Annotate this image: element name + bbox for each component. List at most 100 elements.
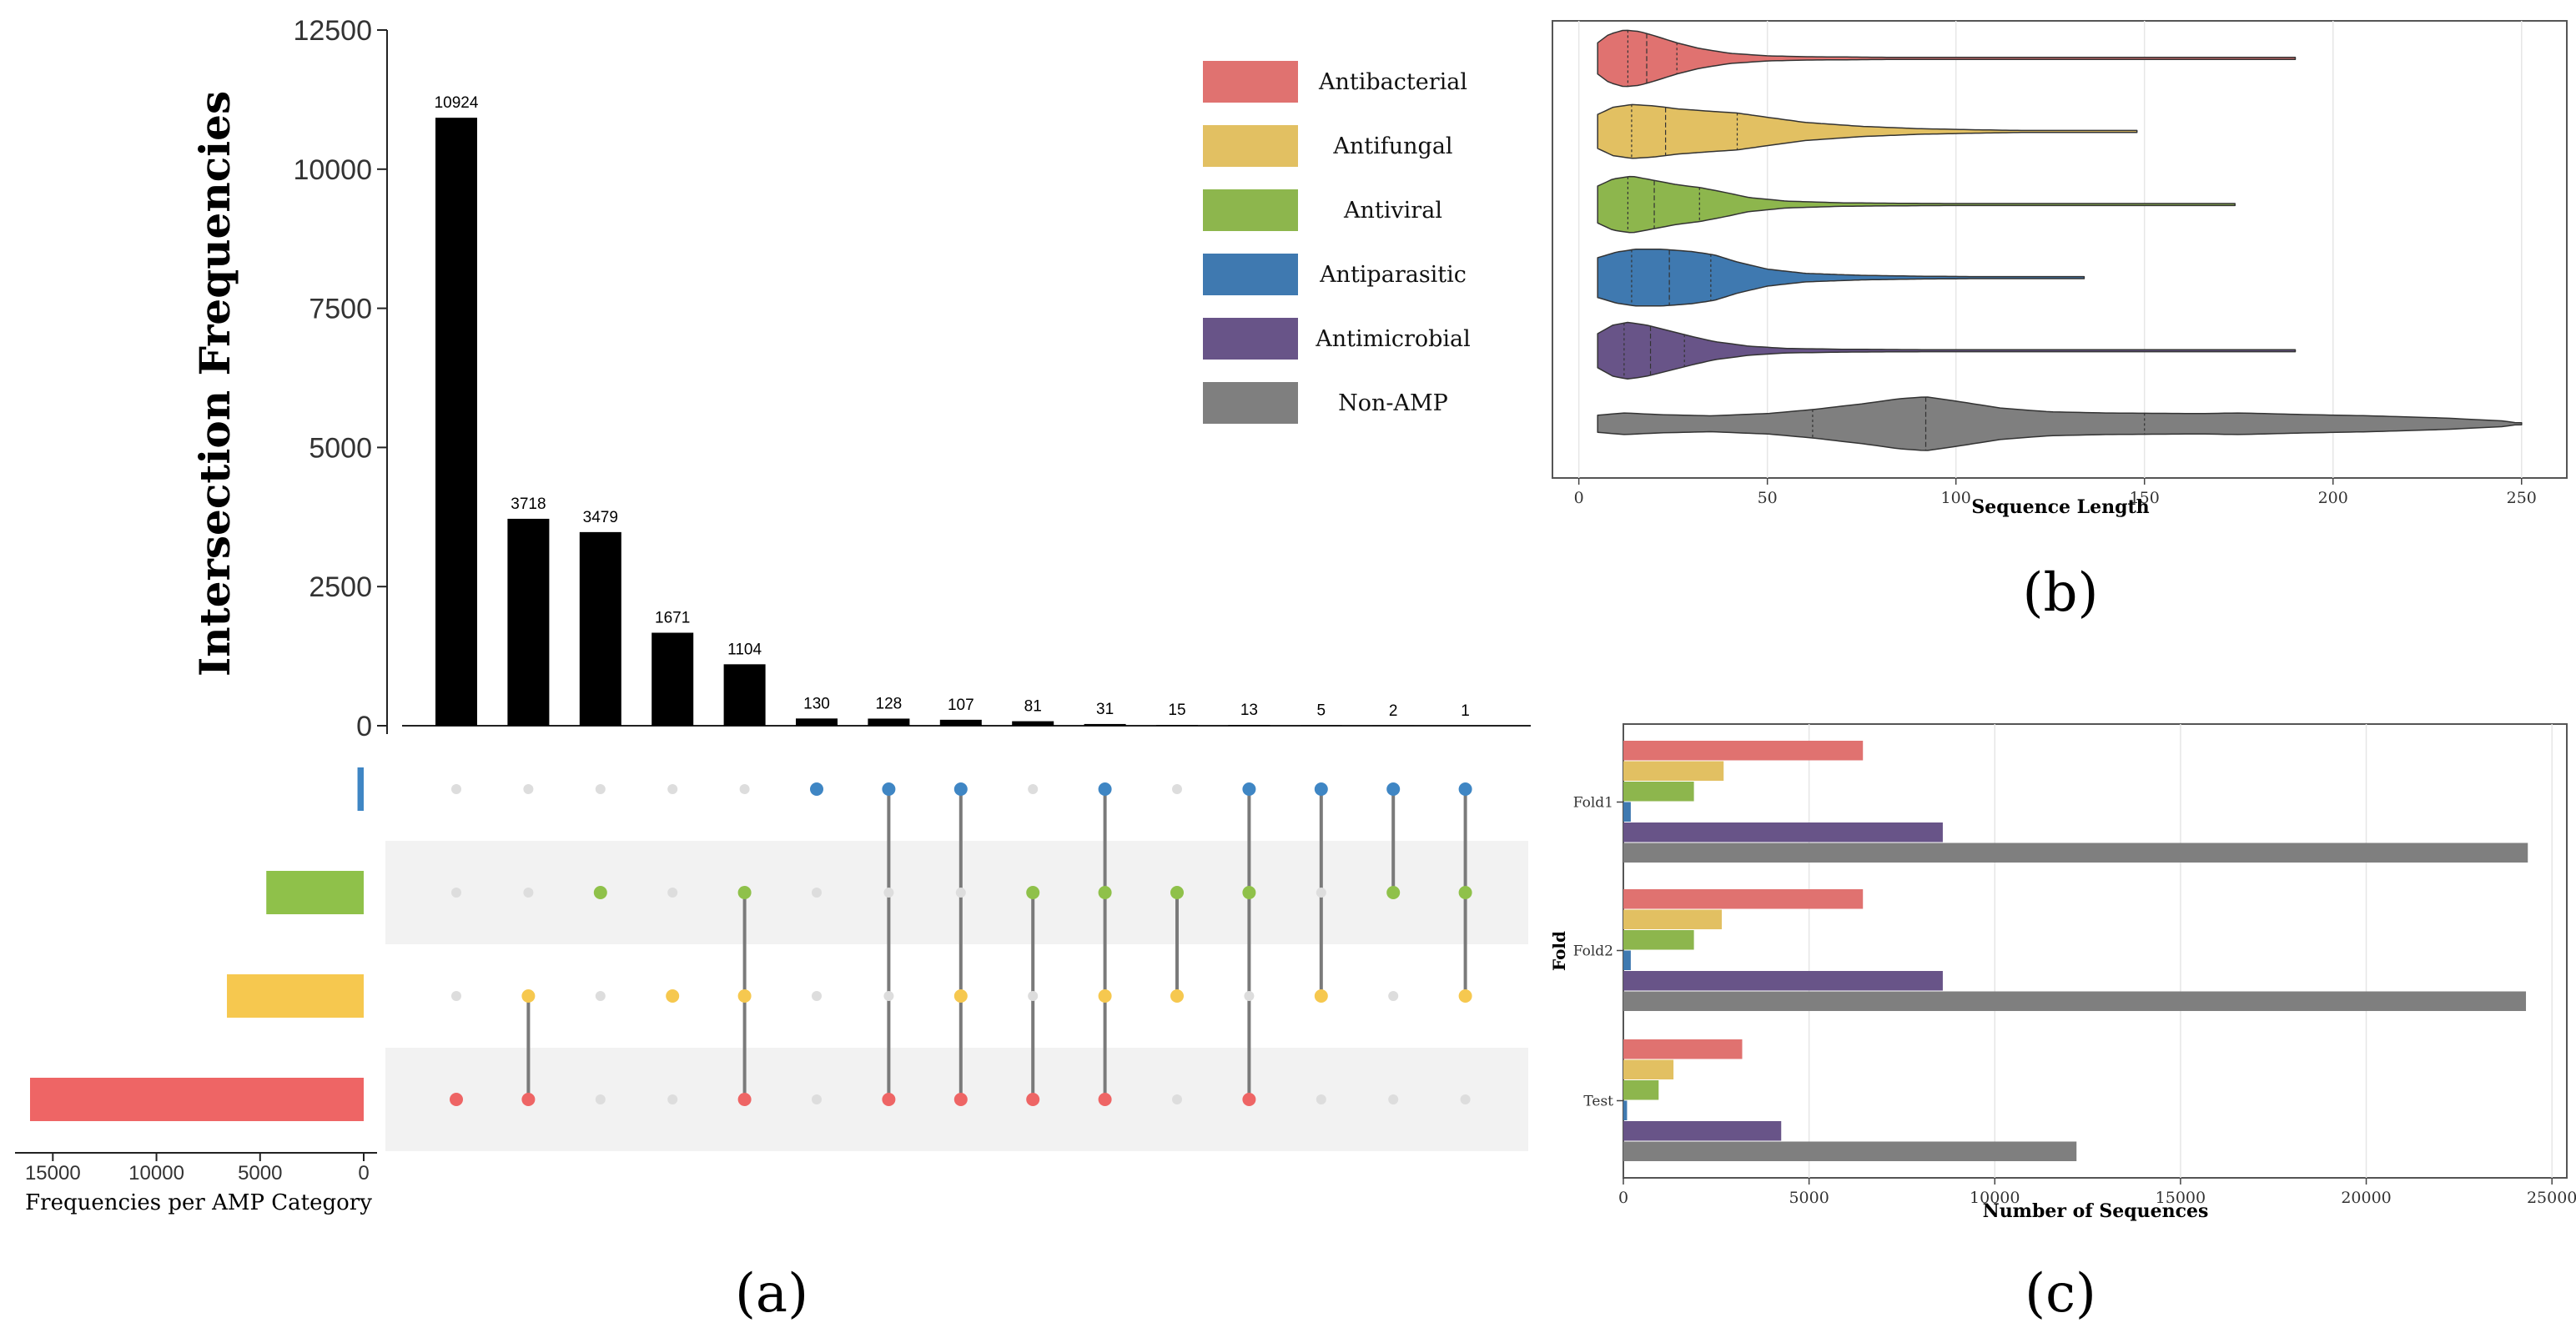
bar-antiparasitic <box>1623 802 1631 822</box>
matrix-dot-inactive <box>667 784 678 794</box>
category-label: Fold1 <box>1573 795 1613 812</box>
matrix-dot-active <box>666 989 680 1003</box>
matrix-dot-inactive <box>812 888 822 898</box>
matrix-dot-active <box>882 782 896 796</box>
y-tick-label: 7500 <box>309 294 372 325</box>
bar-value-label: 1104 <box>727 641 762 658</box>
bar-value-label: 3718 <box>511 495 546 513</box>
intersection-bar <box>868 718 910 726</box>
matrix-dot-active <box>1242 782 1256 796</box>
bar-value-label: 3479 <box>583 509 618 526</box>
x-tick-label: 0 <box>1574 489 1584 507</box>
panel-label-c: (c) <box>2025 1263 2096 1325</box>
matrix-dot-inactive <box>1316 888 1326 898</box>
hbar-panel: 0 5000 10000 15000 20000 25000 Fold1 Fold2 Test… <box>1549 723 2576 1325</box>
bar-antifungal <box>1623 909 1722 929</box>
intersection-bar <box>723 664 766 726</box>
matrix-dot-inactive <box>1460 1094 1471 1104</box>
matrix-dot-active <box>737 886 752 899</box>
matrix-dot-active <box>810 782 823 796</box>
intersection-bar <box>652 632 694 726</box>
matrix-dot-active <box>521 1093 536 1106</box>
matrix-dot-inactive <box>595 991 606 1001</box>
y-tick-label: 12500 <box>293 15 372 47</box>
violin-panel: 0 50 100 150 200 250 Sequence Length (b) <box>1552 20 2568 624</box>
set-size-bar <box>30 1078 364 1121</box>
panel-label-a: (a) <box>735 1263 808 1325</box>
bar-value-label: 10924 <box>435 94 479 112</box>
y-tick-label: 2500 <box>309 571 372 603</box>
matrix-dot-inactive <box>1172 784 1182 794</box>
matrix-dot-inactive <box>523 784 534 794</box>
bar-value-label: 81 <box>1024 698 1042 716</box>
x-tick-label: 0 <box>1618 1189 1628 1207</box>
legend-swatch <box>1203 189 1298 231</box>
violin-antimicrobial <box>1597 321 2297 380</box>
plot-frame <box>1552 20 2568 479</box>
matrix-dot-inactive <box>812 1094 822 1104</box>
upset-panel: Intersection Frequencies Frequencies per… <box>15 15 1531 1325</box>
intersection-bar <box>1156 724 1198 726</box>
bar-antiparasitic <box>1623 950 1631 970</box>
x-tick-label: 200 <box>2318 489 2348 507</box>
y-axis-label: Intersection Frequencies <box>190 91 239 677</box>
matrix-dot-inactive <box>1316 1094 1326 1104</box>
category-label: Fold2 <box>1573 943 1613 960</box>
y-tick-label: 0 <box>356 711 372 742</box>
matrix-dot-active <box>521 989 536 1003</box>
bar-antifungal <box>1623 1059 1674 1079</box>
x-tick-label: 100 <box>1941 489 1971 507</box>
matrix-dot-active <box>737 1093 752 1106</box>
matrix-dot-inactive <box>595 1094 606 1104</box>
matrix-dot-inactive <box>812 991 822 1001</box>
legend-label: Antibacterial <box>1318 69 1467 95</box>
violin-antiparasitic <box>1597 249 2085 307</box>
intersection-bar <box>1012 721 1054 726</box>
matrix-dot-inactive <box>451 888 461 898</box>
matrix-dot-active <box>953 989 968 1003</box>
matrix-dot-inactive <box>1028 991 1039 1001</box>
set-size-tick-label: 0 <box>358 1162 369 1185</box>
intersection-bar <box>939 719 982 726</box>
matrix-dot-active <box>1458 782 1472 796</box>
matrix-dot-active <box>1314 782 1328 796</box>
matrix-dot-active <box>593 886 607 899</box>
bar-antimicrobial <box>1623 822 1943 843</box>
intersection-bar <box>796 718 838 726</box>
matrix-dot-active <box>1170 886 1184 899</box>
intersection-bar <box>579 531 621 726</box>
bar-value-label: 5 <box>1317 702 1326 720</box>
bar-antiviral <box>1623 1080 1659 1100</box>
bar-value-label: 128 <box>876 695 903 712</box>
matrix-dot-active <box>953 782 968 796</box>
x-axis-label: Sequence Length <box>1971 496 2149 518</box>
matrix-dot-active <box>1458 886 1472 899</box>
bar-antimicrobial <box>1623 971 1943 991</box>
legend-swatch <box>1203 382 1298 424</box>
bar-value-label: 1 <box>1461 702 1470 720</box>
matrix-dot-inactive <box>451 784 461 794</box>
matrix-dot-inactive <box>955 888 966 898</box>
matrix-dot-active <box>1098 1093 1112 1106</box>
matrix-dot-active <box>1170 989 1184 1003</box>
bar-antifungal <box>1623 761 1724 781</box>
panel-label-b: (b) <box>2023 562 2099 624</box>
set-size-tick-label: 15000 <box>25 1162 81 1185</box>
matrix-dot-active <box>1098 989 1112 1003</box>
x-tick-label: 5000 <box>1789 1189 1829 1207</box>
bar-antibacterial <box>1623 1039 1743 1059</box>
y-tick-label: 5000 <box>309 432 372 464</box>
violin-non-amp <box>1597 396 2523 451</box>
matrix-dot-active <box>1098 886 1112 899</box>
x-tick-label: 250 <box>2507 489 2537 507</box>
matrix-dot-active <box>1242 1093 1256 1106</box>
legend: Antibacterial Antifungal Antiviral Antipara… <box>1203 61 1471 424</box>
matrix-dot-active <box>953 1093 968 1106</box>
bar-non-amp <box>1623 1141 2077 1161</box>
bar-value-label: 1671 <box>655 610 690 627</box>
set-size-bar <box>357 767 364 811</box>
bar-antibacterial <box>1623 741 1864 761</box>
set-size-tick-label: 5000 <box>238 1162 282 1185</box>
matrix-dot-active <box>882 1093 896 1106</box>
